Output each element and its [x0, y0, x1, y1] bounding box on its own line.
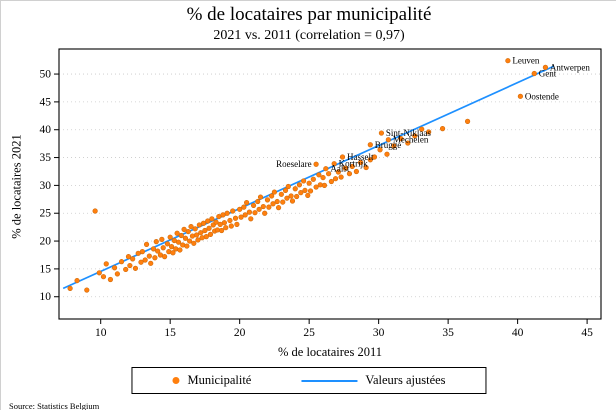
svg-text:Brugge: Brugge	[375, 140, 402, 150]
svg-text:45: 45	[581, 327, 593, 339]
svg-text:35: 35	[442, 327, 454, 339]
svg-text:Oostende: Oostende	[525, 91, 559, 101]
svg-text:30: 30	[373, 327, 385, 339]
municipality-dot-icon	[172, 377, 180, 384]
svg-text:25: 25	[303, 327, 315, 339]
svg-text:10: 10	[40, 291, 52, 303]
legend-entry-municipality: Municipalité	[154, 373, 269, 388]
legend: Municipalité Valeurs ajustées	[131, 367, 487, 394]
x-axis-label: % de locataires 2011	[277, 345, 382, 359]
fitted-line-icon	[301, 379, 358, 382]
svg-text:Leuven: Leuven	[512, 56, 539, 66]
svg-text:10: 10	[95, 327, 107, 339]
svg-text:15: 15	[40, 263, 52, 275]
svg-text:40: 40	[512, 327, 524, 339]
legend-label-municipality: Municipalité	[187, 373, 252, 387]
svg-text:Gent: Gent	[539, 68, 557, 78]
scatter-plot: 10 15 20 25 30 35 40 45 50 10 15 20 25 30 35 40 45 Leuven…	[40, 48, 602, 339]
svg-text:Antwerpen: Antwerpen	[550, 62, 590, 72]
source-note: Source: Statistics Belgium	[9, 401, 100, 410]
svg-text:Kortrijk: Kortrijk	[339, 159, 368, 169]
chart-subtitle: 2021 vs. 2011 (correlation = 0,97)	[213, 28, 405, 43]
svg-text:30: 30	[40, 180, 52, 192]
svg-text:Sint-Niklaas: Sint-Niklaas	[386, 128, 431, 138]
svg-text:Mechelen: Mechelen	[393, 135, 429, 145]
svg-text:40: 40	[40, 124, 52, 136]
svg-text:45: 45	[40, 96, 52, 108]
legend-entry-fitted-values: Valeurs ajustées	[283, 373, 463, 388]
chart-title: % de locataires par municipalité	[186, 4, 432, 25]
svg-text:25: 25	[40, 208, 52, 220]
svg-text:15: 15	[164, 327, 176, 339]
svg-text:35: 35	[40, 152, 52, 164]
svg-text:20: 20	[40, 236, 52, 248]
svg-text:50: 50	[40, 69, 52, 81]
svg-text:Hasselt: Hasselt	[347, 152, 374, 162]
svg-text:20: 20	[234, 327, 246, 339]
svg-text:Roeselare: Roeselare	[276, 159, 311, 169]
legend-label-fitted-values: Valeurs ajustées	[365, 373, 446, 387]
svg-text:Aalst: Aalst	[330, 164, 349, 174]
